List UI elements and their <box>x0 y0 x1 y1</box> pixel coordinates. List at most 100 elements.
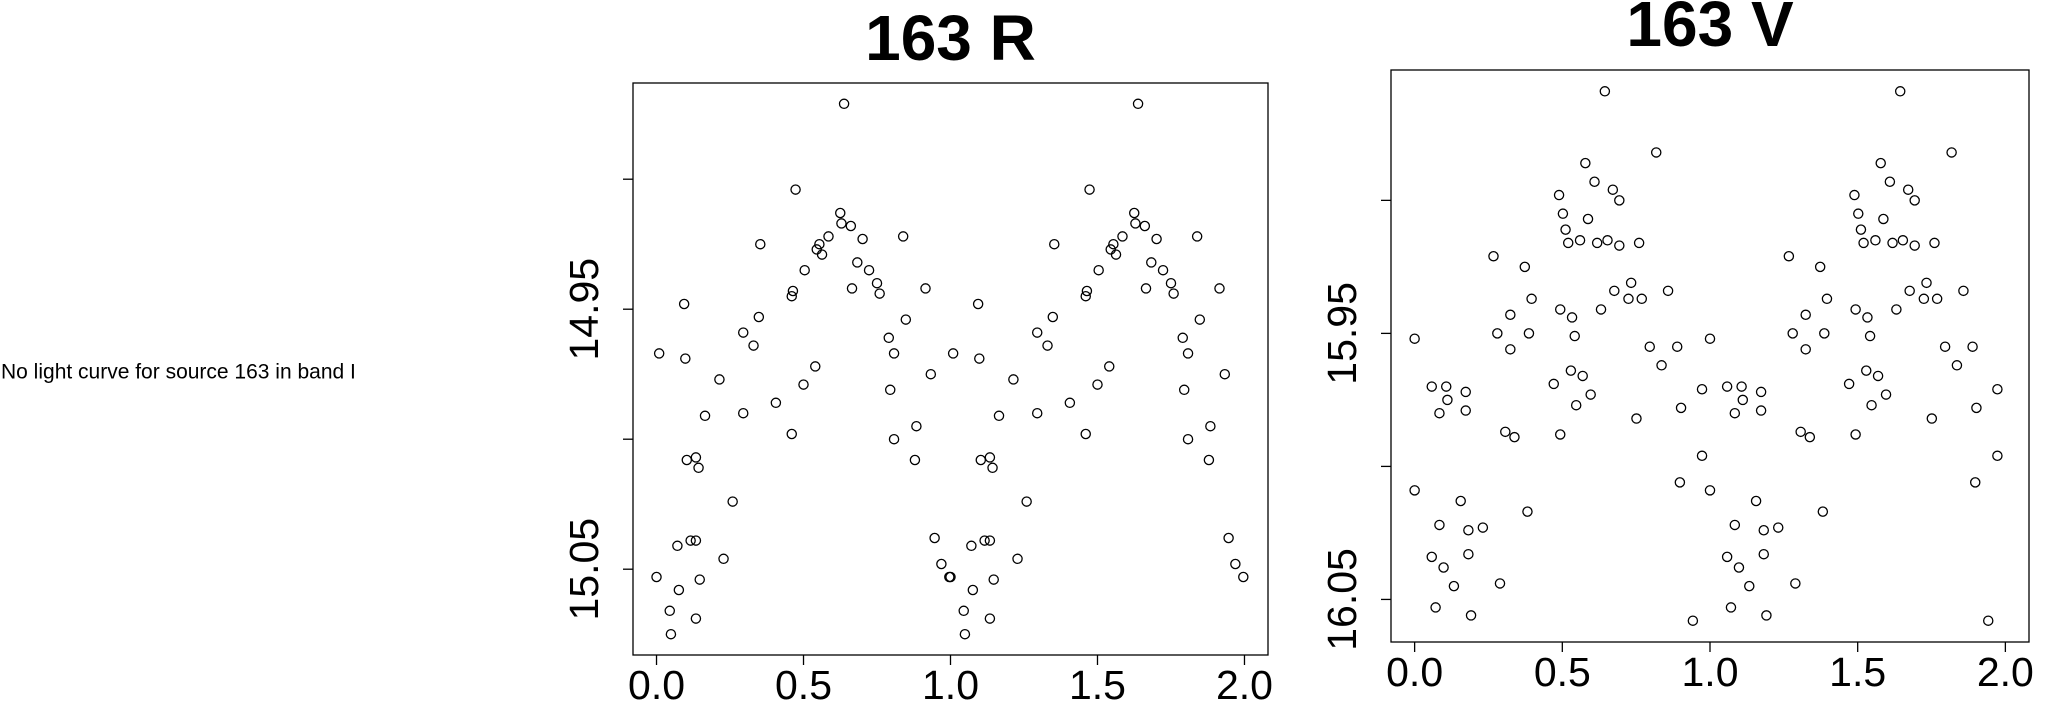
data-point <box>1492 328 1503 339</box>
data-point <box>681 454 693 466</box>
data-point <box>1165 277 1177 289</box>
data-point <box>959 628 971 640</box>
data-point <box>814 238 825 250</box>
data-point <box>1607 184 1619 195</box>
data-point <box>1205 420 1216 432</box>
x-tick-label: 1.5 <box>1069 662 1126 708</box>
data-point <box>984 452 996 463</box>
data-point <box>1442 394 1453 406</box>
data-point <box>1880 389 1892 400</box>
data-point <box>798 379 809 390</box>
data-point <box>1203 454 1215 466</box>
data-point <box>1139 220 1151 232</box>
data-point <box>1238 571 1249 583</box>
data-point <box>1783 250 1795 262</box>
data-point <box>1971 402 1982 414</box>
data-point <box>755 238 766 250</box>
data-point <box>1725 602 1737 613</box>
data-point <box>1191 231 1203 242</box>
data-point <box>1157 264 1169 276</box>
data-point <box>1509 431 1520 443</box>
x-tick-label: 1.5 <box>1829 649 1886 695</box>
data-point <box>1526 293 1537 305</box>
data-point <box>1080 428 1091 440</box>
data-point <box>846 283 858 294</box>
data-point <box>786 428 798 440</box>
data-point <box>1553 189 1565 201</box>
data-point <box>1904 285 1915 297</box>
data-point <box>1729 519 1741 531</box>
x-tick-label: 0.5 <box>775 662 832 708</box>
data-point <box>1926 413 1938 424</box>
data-point <box>1130 218 1141 229</box>
data-point <box>1736 381 1747 392</box>
data-point <box>1864 330 1876 342</box>
data-point <box>1951 360 1963 371</box>
data-point <box>685 535 696 546</box>
data-point <box>1455 495 1466 507</box>
data-point <box>947 348 959 359</box>
data-point <box>1958 285 1969 297</box>
data-point <box>1554 429 1566 440</box>
data-point <box>1092 379 1103 390</box>
data-point <box>1737 394 1749 406</box>
data-point <box>1795 426 1806 438</box>
data-point <box>1182 348 1194 359</box>
data-point <box>790 184 801 195</box>
data-point <box>1460 405 1471 416</box>
data-point <box>1696 384 1708 395</box>
data-point <box>1230 558 1241 570</box>
x-tick-label: 1.0 <box>922 662 979 708</box>
data-point <box>1909 195 1920 206</box>
data-point <box>835 207 846 219</box>
data-point <box>1843 378 1855 390</box>
data-point <box>1064 397 1076 409</box>
data-point <box>737 407 749 419</box>
chart-title: 163 R <box>865 2 1036 74</box>
data-point <box>748 340 759 351</box>
data-point <box>653 348 665 359</box>
data-point <box>1599 86 1611 97</box>
data-point <box>988 574 999 585</box>
data-point <box>1884 176 1896 187</box>
data-point <box>888 348 900 359</box>
data-point <box>1008 374 1019 385</box>
data-point <box>987 462 998 474</box>
data-point <box>1931 293 1943 305</box>
data-point <box>753 311 765 323</box>
data-point <box>1969 477 1981 488</box>
data-point <box>920 283 931 294</box>
data-point <box>936 558 947 570</box>
data-point <box>883 332 895 344</box>
data-point <box>1758 525 1770 536</box>
data-point <box>909 454 921 466</box>
data-point <box>1523 328 1535 339</box>
data-point <box>727 496 738 507</box>
data-point <box>1177 332 1188 344</box>
data-point <box>1557 208 1569 219</box>
data-point <box>1858 237 1869 249</box>
data-point <box>1047 311 1059 323</box>
data-point <box>1755 386 1767 398</box>
data-point <box>1761 610 1772 621</box>
data-point <box>1821 293 1833 305</box>
data-point <box>1891 304 1902 315</box>
y-tick-label: 14.95 <box>561 258 607 361</box>
data-point <box>1897 235 1909 246</box>
chart-title: 163 V <box>1626 0 1794 60</box>
x-tick-label: 0.0 <box>1386 649 1443 695</box>
data-point <box>1850 429 1861 440</box>
data-point <box>1862 312 1873 323</box>
data-point <box>1219 368 1231 380</box>
data-point <box>1878 213 1889 225</box>
data-point <box>1591 237 1603 249</box>
data-point <box>1733 562 1745 573</box>
data-point <box>680 353 691 364</box>
data-point <box>1704 485 1716 496</box>
data-point <box>1902 184 1914 195</box>
data-point <box>1409 333 1420 344</box>
data-point <box>1909 240 1920 251</box>
data-point <box>1721 381 1733 392</box>
data-point <box>1426 551 1438 563</box>
data-point <box>1750 495 1762 507</box>
